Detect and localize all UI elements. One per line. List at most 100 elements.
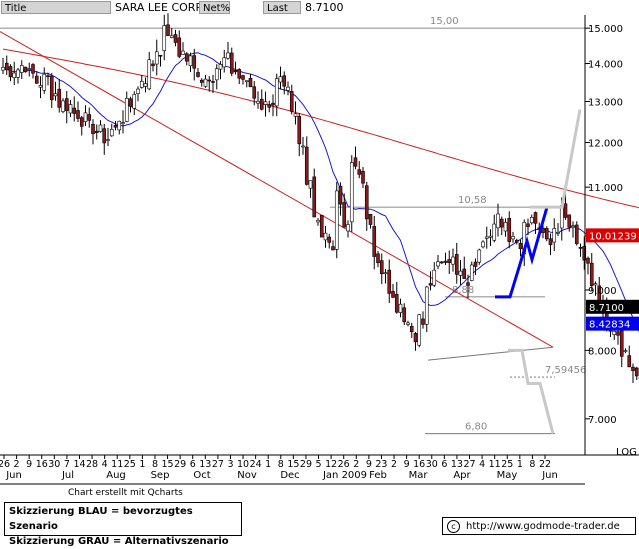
candle-body [452,257,455,264]
x-month-label: Jun [5,470,22,481]
price-tag-label: 10.01239 [589,231,637,242]
x-month-label: Sep [151,470,170,481]
candle-body [174,35,177,43]
candle-body [54,94,57,96]
candle-body [362,171,365,183]
x-month-label: Jul [61,470,74,481]
x-day-label: 4 [479,459,485,470]
plot-area [0,15,585,455]
candle-body [197,72,200,76]
candle-body [339,186,342,204]
candle-body [377,254,380,263]
candle-body [414,333,417,342]
candle-body [234,70,237,71]
x-month-label: Apr [453,470,471,481]
x-day-label: 2 [14,459,20,470]
candle-body [628,356,631,367]
candle-body [260,99,263,109]
x-day-label: 2 [391,459,397,470]
source-url[interactable]: http://www.godmode-trader.de [466,521,620,532]
candle-body [47,76,50,77]
candle-body [253,87,256,98]
candle-body [298,116,301,144]
credit-text: Chart erstellt mit Qcharts [68,488,183,498]
candle-body [212,81,215,82]
x-day-label: 8 [152,459,158,470]
candle-body [455,254,458,274]
x-day-label: 11 [489,459,501,470]
x-month-label: Jun [541,470,558,481]
x-day-label: 8 [529,459,535,470]
scenario-legend: Skizzierung BLAU = bevorzugtes Szenario … [4,502,242,536]
candle-body [264,102,267,105]
candle-body [9,66,12,76]
x-day-label: 25 [124,459,136,470]
candle-body [223,58,226,67]
candle-body [343,202,346,227]
candle-body [365,186,368,219]
candle-body [403,308,406,322]
candle-body [58,89,61,107]
candle-body [575,225,578,244]
x-day-label: 13 [199,459,211,470]
candle-body [245,81,248,82]
candle-body [208,80,211,81]
candle-body [185,54,188,61]
candle-body [407,323,410,325]
candle-body [144,84,147,87]
x-day-label: 14 [73,459,85,470]
x-day-label: 10 [237,459,249,470]
price-tag-label: 8.7100 [589,303,624,314]
candle-body [380,261,383,274]
candle-body [493,224,496,240]
candle-body [433,270,436,285]
candle-body [422,319,425,325]
candle-body [328,237,331,242]
candle-body [287,87,290,90]
candle-body [444,261,447,262]
x-day-label: 15 [162,459,174,470]
candle-body [122,123,125,124]
candle-body [294,114,297,117]
x-day-label: 15 [287,459,299,470]
x-month-label: Dec [280,470,299,481]
log-label: LOG [616,447,637,458]
candle-body [579,247,582,248]
candle-body [103,129,106,143]
x-day-label: 4 [102,459,108,470]
x-day-label: 3 [227,459,233,470]
level-label: 15,00 [430,16,459,27]
price-tag-label: 8.42834 [589,320,630,331]
candle-body [170,36,173,38]
candle-body [92,124,95,133]
candle-body [268,105,271,108]
candle-body [624,351,627,352]
y-tick-label: 14.000 [588,60,623,71]
candle-body [392,291,395,297]
candle-body [545,228,548,238]
x-day-label: 7 [64,459,70,470]
candle-body [410,326,413,331]
candle-body [204,79,207,86]
x-month-label: Oct [193,470,210,481]
candle-body [470,265,473,281]
x-day-label: 6 [441,459,447,470]
x-day-label: 27 [212,459,224,470]
candle-body [114,125,117,127]
candle-body [163,26,166,51]
candle-body [347,225,350,231]
candle-body [39,85,42,87]
candle-body [587,258,590,263]
candle-body [429,284,432,286]
candle-body [515,240,518,242]
x-day-label: 26 [338,459,350,470]
candle-body [519,243,522,248]
candle-body [527,224,530,227]
candle-body [388,270,391,293]
candle-body [482,242,485,247]
candle-body [418,315,421,345]
candle-body [152,64,155,66]
y-tick-label: 7.000 [588,415,617,426]
